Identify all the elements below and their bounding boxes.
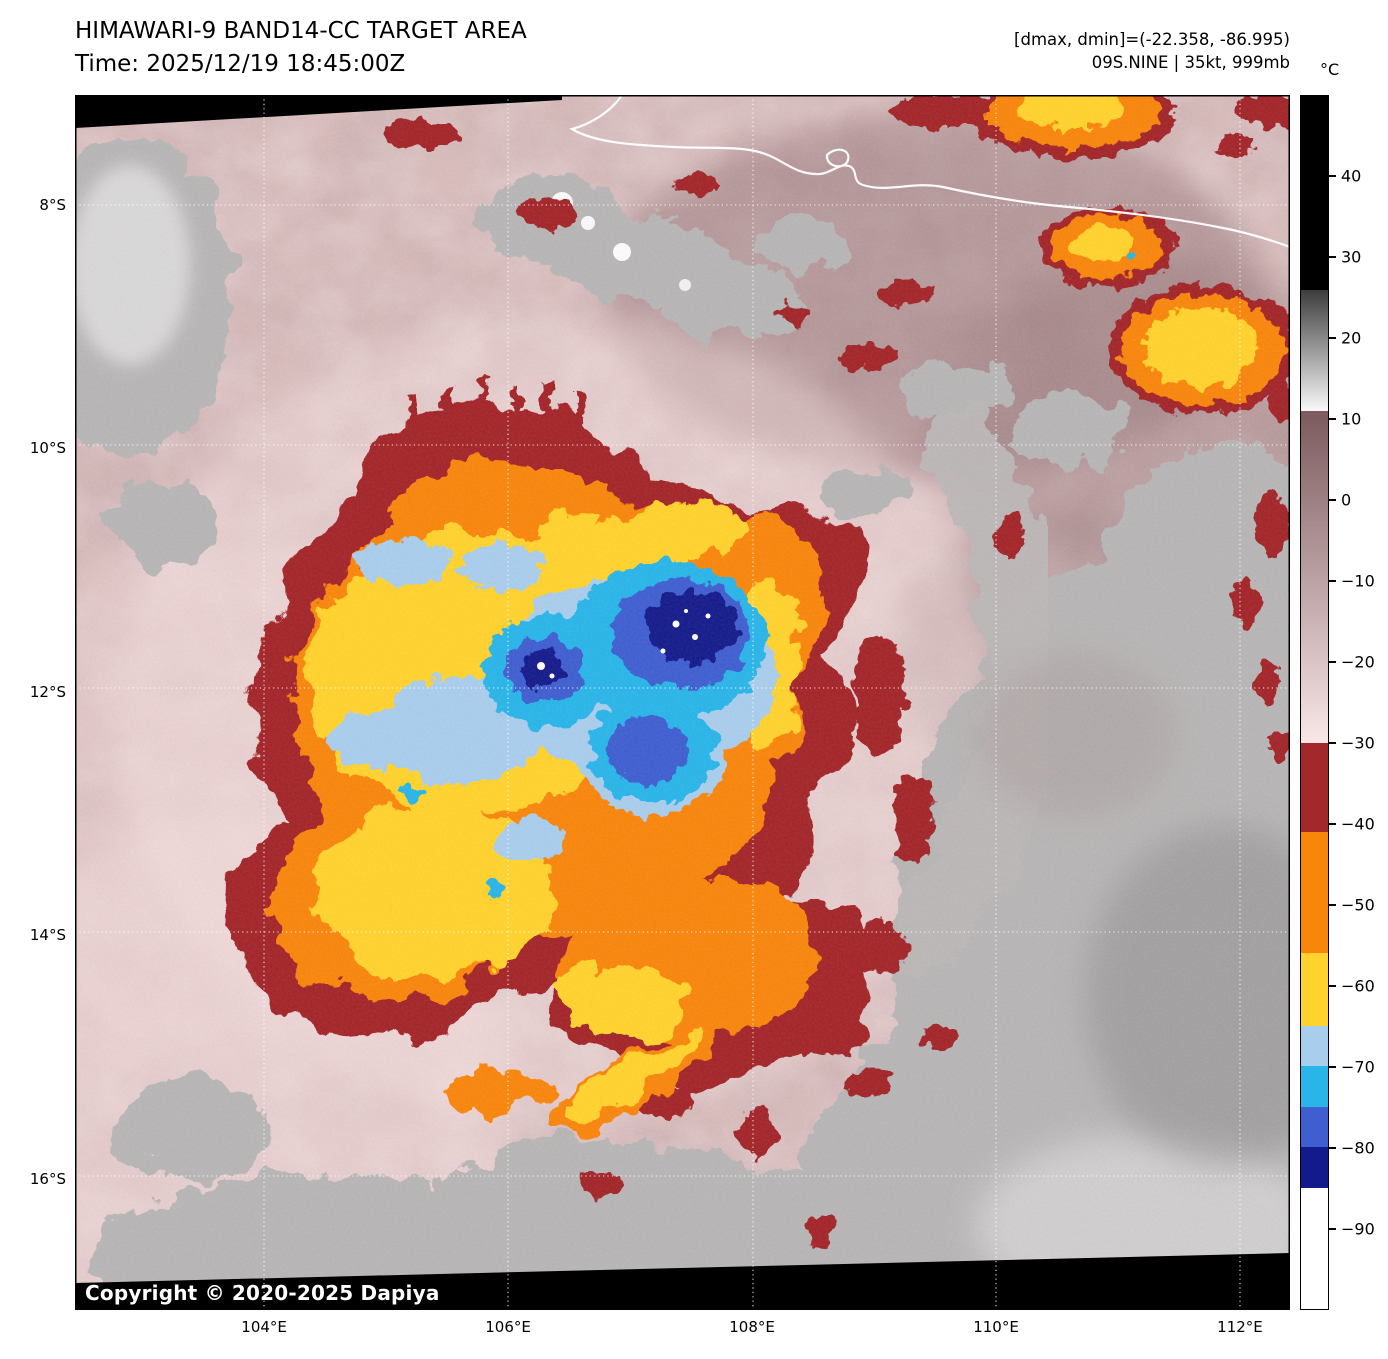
grid-lines — [75, 95, 1290, 1310]
lat-tick-label: 16°S — [29, 1169, 66, 1188]
coastline — [569, 95, 1290, 249]
lon-tick-label: 104°E — [241, 1318, 287, 1336]
colorbar-tick-label: −30 — [1341, 733, 1375, 753]
colorbar-tick-mark — [1329, 985, 1336, 987]
lat-tick-label: 14°S — [29, 926, 66, 945]
colorbar-segment — [1301, 96, 1328, 291]
figure-timestamp: Time: 2025/12/19 18:45:00Z — [75, 51, 406, 77]
colorbar-tick-label: −70 — [1341, 1057, 1375, 1077]
colorbar-tick-label: −20 — [1341, 652, 1375, 672]
satellite-map: Copyright © 2020-2025 Dapiya — [75, 95, 1290, 1310]
colorbar-tick-mark — [1329, 175, 1336, 177]
colorbar-unit-label: °C — [1320, 60, 1340, 79]
colorbar-tick-mark — [1329, 742, 1336, 744]
colorbar-tick-mark — [1329, 823, 1336, 825]
figure-title: HIMAWARI-9 BAND14-CC TARGET AREA — [75, 18, 527, 44]
colorbar-tick-label: −50 — [1341, 895, 1375, 915]
colorbar-tick-label: −90 — [1341, 1219, 1375, 1239]
colorbar-tick-mark — [1329, 1228, 1336, 1230]
colorbar-tick-mark — [1329, 499, 1336, 501]
colorbar-tick-mark — [1329, 580, 1336, 582]
colorbar-tick-mark — [1329, 337, 1336, 339]
dmax-dmin-readout: [dmax, dmin]=(-22.358, -86.995) — [1014, 30, 1290, 49]
colorbar-segment — [1301, 1106, 1328, 1148]
annotation-block: [dmax, dmin]=(-22.358, -86.995) 09S.NINE… — [1014, 28, 1290, 74]
colorbar-tick-mark — [1329, 256, 1336, 258]
colorbar-tick-label: −60 — [1341, 976, 1375, 996]
colorbar-tick-label: 30 — [1341, 247, 1362, 267]
colorbar-tick-label: 20 — [1341, 328, 1362, 348]
fine-grain-dark — [75, 95, 1290, 1310]
colorbar-gradient — [1301, 96, 1328, 1309]
lon-tick-label: 108°E — [729, 1318, 775, 1336]
lon-tick-label: 110°E — [973, 1318, 1019, 1336]
colorbar-tick-label: −40 — [1341, 814, 1375, 834]
colorbar-segment — [1301, 742, 1328, 833]
colorbar-tick-label: −80 — [1341, 1138, 1375, 1158]
colorbar-tick-label: 0 — [1341, 490, 1352, 510]
lat-tick-label: 12°S — [29, 682, 66, 701]
colorbar-segment — [1301, 411, 1328, 744]
colorbar-segment — [1301, 1025, 1328, 1067]
scan-edge-black — [75, 95, 1290, 1310]
colorbar-segment — [1301, 831, 1328, 954]
colorbar-tick-label: 40 — [1341, 166, 1362, 186]
colorbar-segment — [1301, 290, 1328, 412]
lon-tick-label: 106°E — [485, 1318, 531, 1336]
lon-tick-label: 112°E — [1217, 1318, 1263, 1336]
copyright-watermark: Copyright © 2020-2025 Dapiya — [85, 1281, 440, 1305]
lat-tick-label: 10°S — [29, 439, 66, 458]
colorbar-tick-label: −10 — [1341, 571, 1375, 591]
colorbar-segment — [1301, 1187, 1328, 1309]
colorbar-tick-mark — [1329, 418, 1336, 420]
colorbar-tick-mark — [1329, 1066, 1336, 1068]
colorbar-segment — [1301, 1066, 1328, 1108]
map-border — [75, 95, 1290, 1310]
colorbar — [1300, 95, 1329, 1310]
colorbar-segment — [1301, 953, 1328, 1027]
colorbar-tick-mark — [1329, 1147, 1336, 1149]
colorbar-tick-mark — [1329, 904, 1336, 906]
lat-tick-label: 8°S — [39, 195, 66, 214]
colorbar-tick-mark — [1329, 661, 1336, 663]
satellite-image — [75, 95, 1290, 1310]
colorbar-segment — [1301, 1147, 1328, 1189]
storm-info: 09S.NINE | 35kt, 999mb — [1091, 53, 1290, 72]
colorbar-tick-label: 10 — [1341, 409, 1362, 429]
